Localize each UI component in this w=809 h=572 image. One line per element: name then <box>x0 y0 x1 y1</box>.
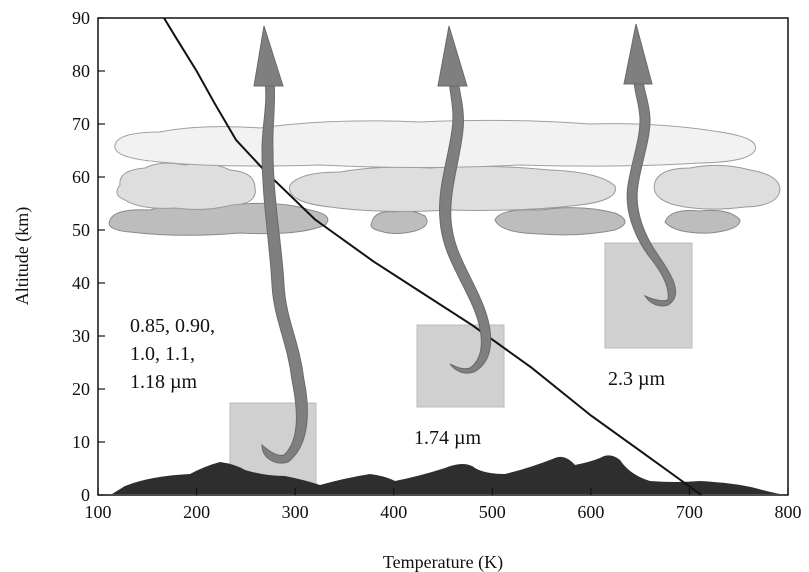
temperature-profile-line <box>163 17 702 496</box>
y-axis-title: Altitude (km) <box>12 207 33 305</box>
x-axis: 100 200 300 400 500 600 700 800 <box>85 488 802 522</box>
y-tick-label: 0 <box>81 485 90 505</box>
emission-box-3 <box>604 242 693 349</box>
y-tick-label: 80 <box>72 61 90 81</box>
y-tick-label: 60 <box>72 167 90 187</box>
arrow-right <box>626 79 677 307</box>
y-tick-label: 20 <box>72 379 90 399</box>
cloud-lower-2 <box>370 210 428 234</box>
annotation-line: 1.18 µm <box>130 371 198 393</box>
x-tick-label: 800 <box>775 502 802 522</box>
annotation-line: 1.0, 1.1, <box>130 343 195 365</box>
y-tick-label: 30 <box>72 326 90 346</box>
cloud-mid-1 <box>116 162 256 210</box>
emission-boxes <box>229 242 693 486</box>
y-tick-label: 40 <box>72 273 90 293</box>
arrow-left-head <box>253 25 284 87</box>
x-axis-title: Temperature (K) <box>383 552 503 572</box>
y-axis: 0 10 20 30 40 50 60 70 80 90 <box>72 8 105 505</box>
x-tick-label: 300 <box>282 502 309 522</box>
y-tick-label: 70 <box>72 114 90 134</box>
plot-frame <box>97 17 789 496</box>
annotation-near-ir-3: 2.3 µm <box>608 368 666 390</box>
arrow-right-head <box>623 23 653 85</box>
arrow-middle-head <box>437 25 468 87</box>
x-tick-label: 500 <box>479 502 506 522</box>
annotation-near-ir-2: 1.74 µm <box>414 427 482 449</box>
upper-cloud-layer <box>114 119 757 168</box>
arrow-middle <box>438 79 492 374</box>
y-tick-label: 10 <box>72 432 90 452</box>
x-tick-label: 100 <box>85 502 112 522</box>
cloud-lower-4 <box>664 209 741 234</box>
annotation-line: 0.85, 0.90, <box>130 315 215 337</box>
cloud-mid-3 <box>653 164 781 210</box>
annotation-near-ir-1: 0.85, 0.90, 1.0, 1.1, 1.18 µm <box>130 315 215 393</box>
arrow-left <box>261 79 308 464</box>
x-tick-label: 600 <box>577 502 604 522</box>
radiation-arrows <box>253 23 677 464</box>
y-tick-label: 50 <box>72 220 90 240</box>
x-tick-label: 700 <box>676 502 703 522</box>
x-tick-label: 200 <box>183 502 210 522</box>
y-tick-label: 90 <box>72 8 90 28</box>
surface-topography <box>112 455 780 494</box>
cloud-upper-1 <box>114 119 757 168</box>
cloud-lower-3 <box>494 207 626 236</box>
x-tick-label: 400 <box>380 502 407 522</box>
